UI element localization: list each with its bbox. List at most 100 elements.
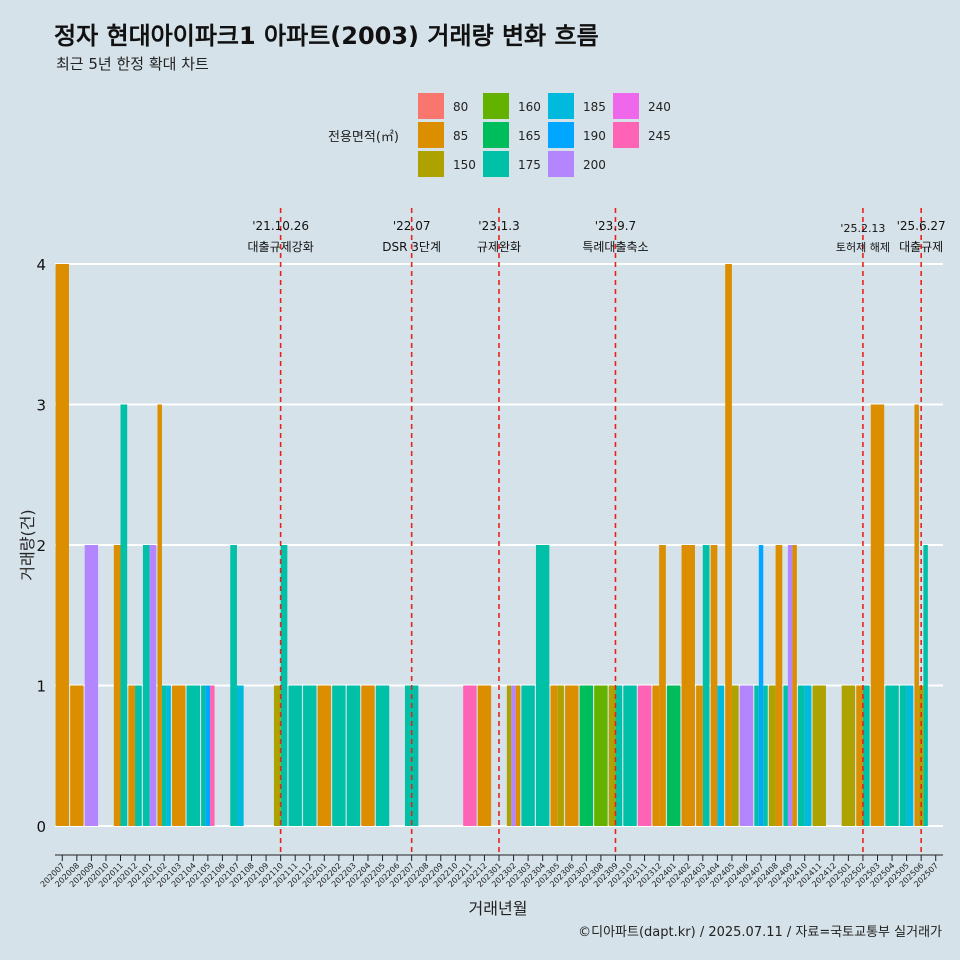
legend-swatch-150 [418,151,444,177]
bar-202308-160 [594,685,608,826]
bar-202306-85 [565,685,579,826]
event-label-202301: 규제완화 [477,240,521,254]
bar-202310-175 [623,685,637,826]
legend-label-175: 175 [518,158,541,172]
bar-202312-85 [652,685,660,826]
legend: 전용면적(㎡) 80 85 150 160 165 175 185 190 200 240 245 [328,93,671,177]
x-axis-label: 거래년월 [469,899,528,918]
bar-202302-150 [506,685,512,826]
legend-swatch-175 [483,151,509,177]
y-tick-label-1: 1 [36,678,46,696]
bar-202102-85 [157,404,162,826]
legend-swatch-165 [483,122,509,148]
bar-202505-175 [899,685,907,826]
bar-202302-200 [511,685,516,826]
bar-202506-175 [923,545,928,826]
bar-202105-245 [210,685,215,826]
legend-swatch-245 [613,122,639,148]
y-tick-label-0: 0 [36,818,46,836]
bar-202102-175 [161,685,167,826]
bar-202502-85 [856,685,863,826]
legend-label-150: 150 [453,158,476,172]
legend-title: 전용면적(㎡) [328,130,399,145]
bar-202103-85 [172,685,186,826]
event-date-202506: '25.6.27 [897,219,946,233]
source-caption: ©디아파트(dapt.kr) / 2025.07.11 / 자료=국토교통부 실… [578,925,942,940]
bar-202406-200 [739,685,754,826]
bar-202012-85 [128,685,136,826]
bar-202407-175 [754,685,759,826]
bar-202502-175 [862,685,870,826]
bar-202110-150 [273,685,281,826]
y-tick-label-4: 4 [36,256,46,274]
bar-202009-200 [84,545,99,826]
bar-202207-175 [404,685,419,826]
event-label-202309: 특례대출축소 [582,240,648,254]
bar-202505-185 [906,685,914,826]
bar-202403-175 [702,545,710,826]
bar-202303-175 [521,685,535,826]
legend-label-245: 245 [648,129,671,143]
legend-swatch-200 [548,151,574,177]
bar-202401-165 [666,685,681,826]
bar-202102-185 [166,685,171,826]
legend-label-200: 200 [583,158,606,172]
legend-label-165: 165 [518,129,541,143]
legend-label-160: 160 [518,100,541,114]
event-date-202309: '23.9.7 [595,219,636,233]
event-label-202502: 토허제 해제 [836,240,890,254]
event-date-202301: '23.1.3 [478,219,519,233]
legend-label-190: 190 [583,129,606,143]
chart-title: 정자 현대아이파크1 아파트(2003) 거래량 변화 흐름 [54,22,599,50]
bar-202402-85 [681,545,695,826]
bar-202405-85 [725,264,732,826]
event-date-202110: '21.10.26 [252,219,309,233]
bar-202305-150 [557,685,564,826]
bar-202506-150 [918,685,924,826]
bar-202112-175 [303,685,317,826]
bar-202311-245 [637,685,652,826]
legend-label-80: 80 [453,100,468,114]
bar-202404-185 [717,685,725,826]
event-date-202502: '25.2.13 [840,222,885,235]
bar-202404-85 [710,545,718,826]
bar-202211-245 [463,685,477,826]
legend-label-85: 85 [453,129,468,143]
bar-202204-85 [361,685,375,826]
bar-202503-85 [870,404,885,826]
bar-202007-85 [55,264,69,826]
y-axis-label: 거래량(건) [18,509,37,580]
legend-swatch-190 [548,122,574,148]
bar-202011-175 [120,404,128,826]
bar-202405-150 [731,685,739,826]
bar-202506-85 [914,404,919,826]
bar-202410-175 [798,685,805,826]
events: '21.10.26 대출규제강화 '22.07 DSR 3단계 '23.1.3 규제완화 '… [248,208,946,855]
bar-202305-85 [550,685,558,826]
legend-swatch-85 [418,122,444,148]
bar-202408-150 [768,685,776,826]
event-date-202207: '22.07 [393,219,431,233]
event-label-202207: DSR 3단계 [382,240,441,254]
bar-202307-165 [579,685,594,826]
bar-202501-150 [841,685,856,826]
legend-label-185: 185 [583,100,606,114]
legend-label-240: 240 [648,100,671,114]
x-axis: 2020072020082020092020102020112020122021… [39,854,943,889]
bar-202304-175 [535,545,550,826]
bar-202309-175 [615,685,623,826]
y-tick-label-2: 2 [36,537,46,555]
chart-subtitle: 최근 5년 한정 확대 차트 [56,55,209,73]
bar-202409-200 [787,545,793,826]
bars [55,264,928,826]
bar-202202-175 [332,685,346,826]
bar-202008-85 [70,685,84,826]
bar-202105-190 [205,685,211,826]
bar-202111-175 [288,685,302,826]
bar-202011-85 [113,545,121,826]
bar-202410-185 [804,685,812,826]
bar-202107-185 [236,685,244,826]
bar-202101-200 [149,545,157,826]
event-label-202506: 대출규제 [899,240,943,254]
